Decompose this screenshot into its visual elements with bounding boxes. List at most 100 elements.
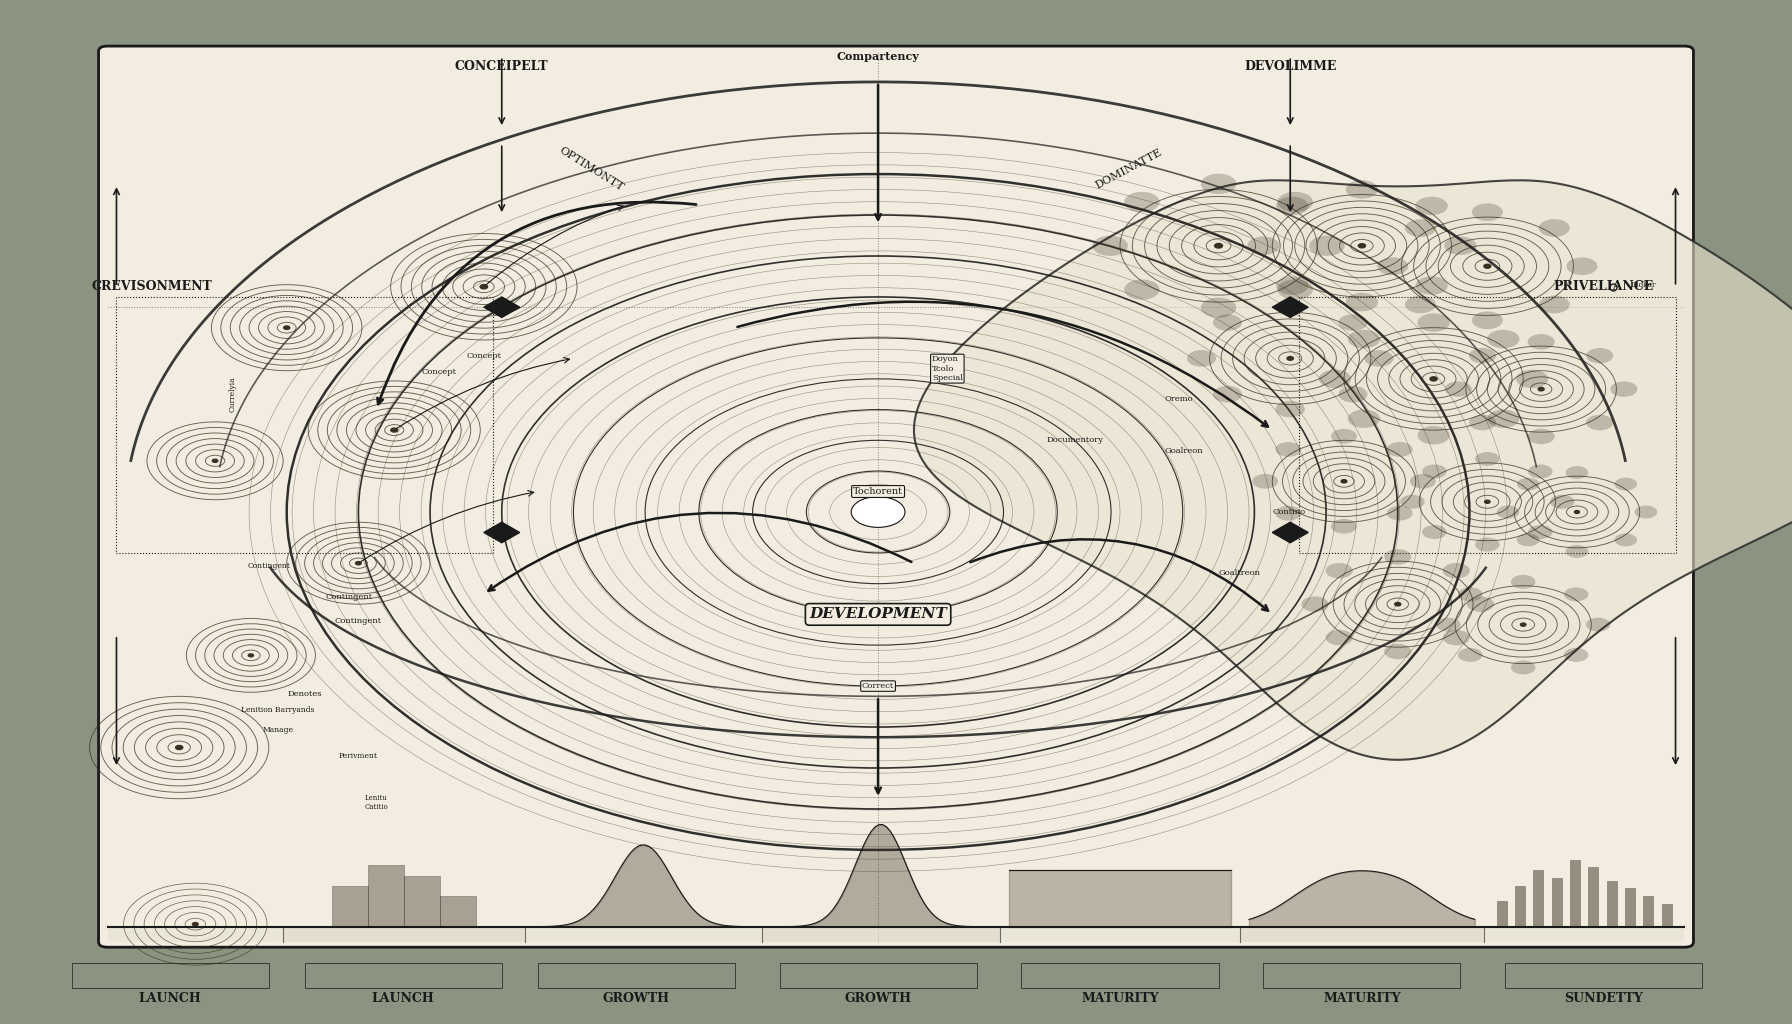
Circle shape <box>176 745 183 750</box>
Bar <box>108 927 283 942</box>
Circle shape <box>1387 506 1412 520</box>
Circle shape <box>1278 280 1314 300</box>
Circle shape <box>1416 197 1448 215</box>
Circle shape <box>1416 276 1448 295</box>
Bar <box>439 896 475 927</box>
Circle shape <box>1331 519 1357 534</box>
Circle shape <box>1331 429 1357 443</box>
Polygon shape <box>484 297 520 317</box>
Circle shape <box>1484 264 1491 268</box>
Text: Doyon
Tcolo
Special: Doyon Tcolo Special <box>932 355 962 382</box>
Bar <box>403 876 439 927</box>
Circle shape <box>1469 348 1496 364</box>
Circle shape <box>1564 588 1588 601</box>
Circle shape <box>1276 400 1305 418</box>
Circle shape <box>1326 630 1353 645</box>
Bar <box>1607 881 1616 927</box>
Circle shape <box>1516 477 1539 490</box>
Bar <box>1534 870 1543 927</box>
Circle shape <box>1516 534 1539 547</box>
Circle shape <box>1471 311 1503 329</box>
Circle shape <box>1348 410 1380 428</box>
Circle shape <box>1459 588 1482 601</box>
Circle shape <box>1615 477 1638 490</box>
Circle shape <box>1484 500 1491 504</box>
Text: GROWTH: GROWTH <box>602 992 670 1005</box>
Circle shape <box>1213 314 1242 331</box>
Circle shape <box>1319 370 1351 388</box>
Text: Goalreon: Goalreon <box>1165 446 1204 455</box>
Circle shape <box>1471 204 1503 221</box>
Circle shape <box>1444 381 1471 397</box>
Circle shape <box>1468 596 1495 612</box>
Bar <box>1570 860 1581 927</box>
Circle shape <box>1276 299 1305 316</box>
Circle shape <box>1435 617 1460 632</box>
Circle shape <box>1443 563 1469 579</box>
Circle shape <box>192 923 199 926</box>
Circle shape <box>1586 348 1613 364</box>
Text: Documentory: Documentory <box>1047 436 1104 444</box>
Text: Perivment: Perivment <box>339 752 378 760</box>
Circle shape <box>1124 191 1159 212</box>
Text: Compartency: Compartency <box>837 51 919 61</box>
Circle shape <box>1443 630 1469 645</box>
Circle shape <box>1301 596 1328 612</box>
Text: OPTIMONTT: OPTIMONTT <box>557 145 625 193</box>
Polygon shape <box>914 180 1792 760</box>
FancyBboxPatch shape <box>99 46 1693 947</box>
Text: Contino: Contino <box>1272 508 1305 516</box>
Circle shape <box>1511 574 1536 589</box>
Circle shape <box>1400 495 1425 509</box>
Circle shape <box>1538 387 1545 391</box>
Text: LAUNCH: LAUNCH <box>371 992 435 1005</box>
Bar <box>283 927 525 942</box>
Circle shape <box>1276 197 1308 215</box>
Circle shape <box>391 428 398 432</box>
Circle shape <box>1326 563 1353 579</box>
Text: GROWTH: GROWTH <box>844 992 912 1005</box>
Circle shape <box>1444 237 1477 255</box>
Circle shape <box>249 654 253 656</box>
Text: Concept: Concept <box>421 368 457 376</box>
Circle shape <box>851 497 905 527</box>
Circle shape <box>1539 296 1570 313</box>
Circle shape <box>1215 244 1222 248</box>
Circle shape <box>480 285 487 289</box>
Circle shape <box>1487 330 1520 348</box>
Bar <box>1661 904 1672 927</box>
Text: Lenitu
Catitio: Lenitu Catitio <box>364 794 389 811</box>
Circle shape <box>1405 219 1435 237</box>
Text: Correct: Correct <box>862 682 894 690</box>
Circle shape <box>1520 623 1527 627</box>
Circle shape <box>1529 465 1552 478</box>
Text: Goaltreon: Goaltreon <box>1219 569 1260 578</box>
Text: MATURITY: MATURITY <box>1322 992 1401 1005</box>
Circle shape <box>1550 495 1575 509</box>
Circle shape <box>1566 545 1588 558</box>
Circle shape <box>1358 244 1366 248</box>
Circle shape <box>1430 377 1437 381</box>
Circle shape <box>1348 330 1380 348</box>
Circle shape <box>1611 381 1638 397</box>
Circle shape <box>1527 429 1555 444</box>
Text: DEVELOPMENT: DEVELOPMENT <box>810 607 946 622</box>
Circle shape <box>1496 506 1520 518</box>
Circle shape <box>1586 617 1611 632</box>
Bar <box>333 886 367 927</box>
Circle shape <box>1346 180 1378 199</box>
Circle shape <box>1475 452 1500 466</box>
Circle shape <box>1423 465 1446 478</box>
Bar <box>1484 927 1684 942</box>
Text: PRIVELIANCE: PRIVELIANCE <box>1554 281 1654 293</box>
Circle shape <box>1417 426 1450 444</box>
Circle shape <box>1276 506 1301 520</box>
Circle shape <box>1340 479 1348 483</box>
Text: DOMINATTE: DOMINATTE <box>1093 147 1165 190</box>
Text: CONCEIPELT: CONCEIPELT <box>455 60 548 73</box>
Circle shape <box>1213 386 1242 402</box>
Polygon shape <box>1272 297 1308 317</box>
Text: DEVOLIMME: DEVOLIMME <box>1244 60 1337 73</box>
Text: MATURITY: MATURITY <box>1081 992 1159 1005</box>
Text: Currelyia: Currelyia <box>229 376 237 412</box>
